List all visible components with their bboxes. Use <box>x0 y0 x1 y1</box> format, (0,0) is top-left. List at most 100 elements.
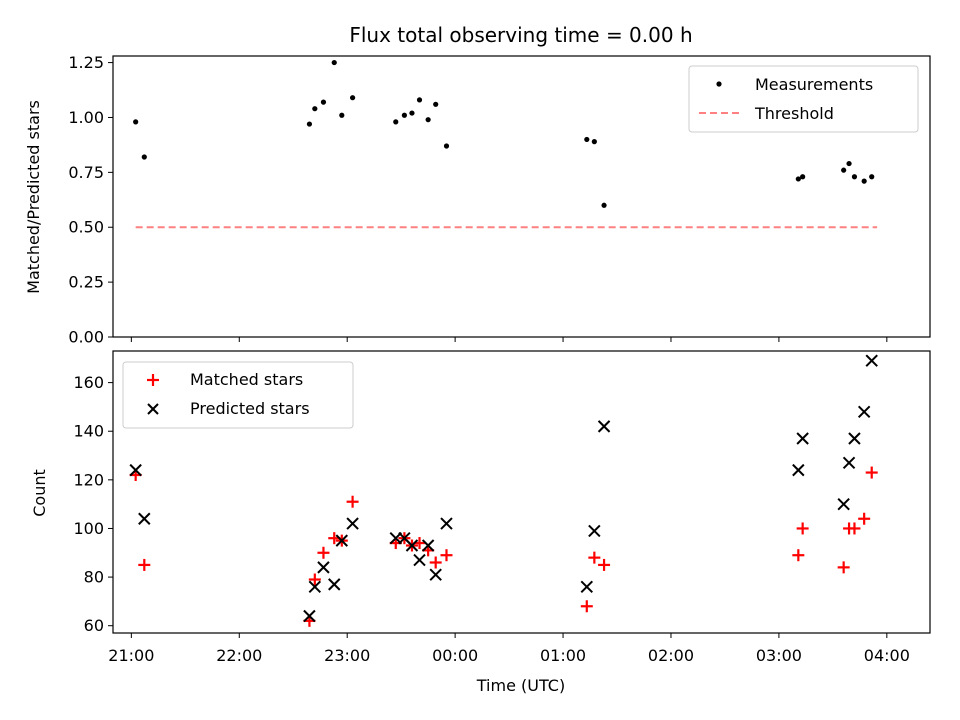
measurement-point <box>306 121 313 127</box>
x-tick-label: 23:00 <box>324 646 370 665</box>
measurement-point <box>349 95 356 101</box>
measurement-point <box>841 167 847 173</box>
predicted-star-point <box>842 456 856 470</box>
measurement-point <box>133 119 139 125</box>
measurement-point <box>861 178 867 184</box>
ratio-y-tick-label: 1.25 <box>68 53 104 72</box>
legend-measurements-label: Measurements <box>755 75 873 94</box>
predicted-star-point <box>792 463 805 477</box>
x-tick-label: 03:00 <box>756 646 802 665</box>
measurement-point <box>591 139 597 145</box>
x-tick-label: 21:00 <box>108 646 154 665</box>
count-y-tick-label: 100 <box>73 519 104 538</box>
predicted-star-point <box>303 609 316 623</box>
predicted-star-point <box>129 463 142 477</box>
matched-star-point <box>346 495 359 508</box>
x-tick-label: 22:00 <box>216 646 262 665</box>
predicted-star-point <box>865 354 878 367</box>
matched-star-point <box>138 558 151 571</box>
measurement-point <box>331 59 337 66</box>
matched-star-point <box>858 512 871 525</box>
measurement-point <box>584 136 590 143</box>
measurement-point <box>443 143 450 149</box>
legend-predicted-marker <box>147 403 159 415</box>
predicted-star-point <box>848 432 861 445</box>
predicted-star-point <box>796 432 809 445</box>
predicted-star-point <box>429 568 442 581</box>
legend-matched-marker <box>147 374 159 386</box>
ratio-y-tick-label: 0.75 <box>68 163 104 182</box>
predicted-star-point <box>857 405 871 418</box>
measurement-point <box>869 174 875 180</box>
measurement-point <box>312 106 318 112</box>
predicted-star-point <box>328 578 341 591</box>
matched-star-point <box>865 466 878 479</box>
ratio-y-tick-label: 0.50 <box>68 218 104 237</box>
matched-star-point <box>317 546 330 559</box>
matched-star-point <box>792 549 805 562</box>
ratio-legend: Measurements Threshold <box>688 65 919 133</box>
measurement-point <box>401 112 408 118</box>
predicted-star-point <box>138 512 151 525</box>
matched-star-point <box>580 600 593 613</box>
ratio-y-tick-label: 0.25 <box>68 273 104 292</box>
x-tick-label: 00:00 <box>432 646 478 665</box>
matched-star-point <box>598 558 611 571</box>
count-legend: Matched stars Predicted stars <box>122 361 354 429</box>
measurement-point <box>141 154 147 160</box>
legend-predicted-label: Predicted stars <box>190 399 310 418</box>
ratio-legend-box <box>688 65 919 133</box>
x-tick-label: 01:00 <box>540 646 586 665</box>
predicted-star-point <box>580 580 594 594</box>
measurement-point <box>416 97 423 103</box>
measurement-point <box>433 101 439 107</box>
predicted-star-point <box>588 524 601 538</box>
count-y-tick-label: 140 <box>73 422 104 441</box>
legend-threshold-label: Threshold <box>754 104 834 123</box>
matched-star-point <box>848 522 861 535</box>
count-y-tick-label: 60 <box>84 616 104 635</box>
predicted-star-point <box>421 539 435 552</box>
predicted-star-point <box>597 420 611 433</box>
measurement-point <box>320 99 327 105</box>
measurement-point <box>795 176 801 182</box>
ratio-panel: Flux total observing time = 0.00 h 0.00 0… <box>24 23 931 347</box>
count-y-tick-label: 80 <box>84 568 104 587</box>
measurement-point <box>851 174 858 180</box>
measurement-point <box>425 117 431 123</box>
ratio-y-tick-label: 1.00 <box>68 108 104 127</box>
count-y-axis-label: Count <box>30 469 49 517</box>
predicted-star-point <box>308 580 322 594</box>
x-tick-label: 04:00 <box>864 646 910 665</box>
count-panel: 60 80 100 120 140 160 21:00 22:00 23:00 00:00 01:… <box>30 350 931 695</box>
x-axis-label: Time (UTC) <box>476 676 565 695</box>
legend-matched-label: Matched stars <box>190 370 303 389</box>
count-plot-frame <box>112 350 931 634</box>
predicted-star-point <box>317 561 330 574</box>
measurement-point <box>601 202 607 208</box>
count-y-tick-label: 120 <box>73 470 104 489</box>
ratio-y-tick-label: 0.00 <box>68 328 104 347</box>
matched-star-point <box>796 522 809 535</box>
predicted-star-point <box>405 539 419 552</box>
count-y-tick-label: 160 <box>73 373 104 392</box>
measurement-point <box>409 110 415 116</box>
measurement-point <box>800 174 806 180</box>
matched-star-point <box>440 549 453 562</box>
chart-title: Flux total observing time = 0.00 h <box>349 23 692 47</box>
predicted-star-point <box>346 517 359 530</box>
count-legend-box <box>122 361 354 429</box>
x-tick-label: 02:00 <box>648 646 694 665</box>
matched-star-point <box>308 573 321 586</box>
legend-measurements-marker <box>716 81 722 87</box>
measurement-point <box>846 160 852 167</box>
measurement-point <box>393 119 399 125</box>
ratio-plot-frame <box>112 55 931 338</box>
ratio-y-axis-label: Matched/Predicted stars <box>24 100 43 294</box>
matched-star-point <box>837 561 850 574</box>
predicted-star-point <box>837 497 850 511</box>
matched-star-point <box>588 551 601 564</box>
predicted-star-point <box>440 517 453 530</box>
predicted-star-point <box>413 553 426 567</box>
